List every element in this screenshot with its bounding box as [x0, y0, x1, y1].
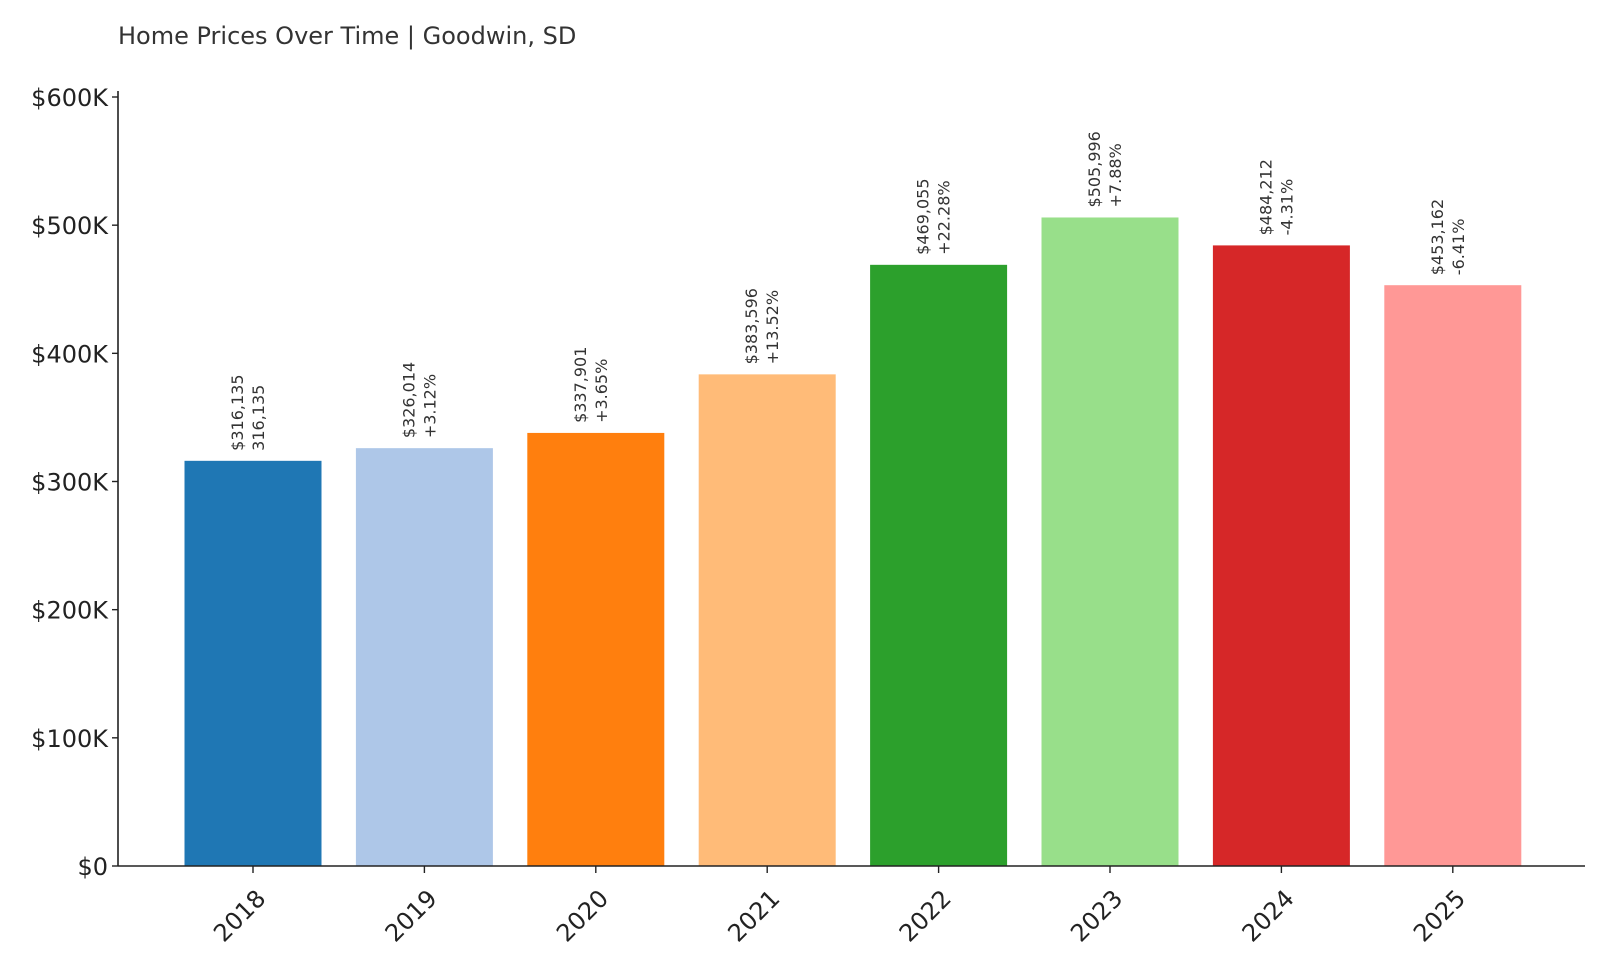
bar-2024 [1212, 245, 1350, 867]
x-tick-label: 2024 [1237, 884, 1300, 947]
data-label-value: $484,212 [1256, 159, 1275, 235]
data-labels: $316,135 316,135 $326,014 +3.12% $337,901 +3.… [228, 131, 1468, 451]
x-tick-label: 2019 [380, 884, 443, 947]
bar-2021 [698, 374, 836, 866]
data-label-change: +13.52% [763, 290, 782, 364]
data-label-change: -6.41% [1449, 219, 1468, 276]
data-label-change: 316,135 [249, 385, 268, 451]
bar-2025 [1384, 285, 1522, 866]
y-tick-label: $600K [31, 84, 109, 112]
x-tick-label: 2023 [1065, 884, 1128, 947]
bars [184, 217, 1522, 867]
data-label-value: $383,596 [742, 288, 761, 364]
data-label-change: +7.88% [1106, 143, 1125, 207]
bar-2018 [184, 460, 322, 866]
y-tick-label: $200K [31, 597, 109, 625]
x-axis: 2018 2019 2020 2021 2022 2023 2024 2025 [118, 865, 1585, 947]
bar-2022 [870, 264, 1008, 866]
x-tick-label: 2025 [1408, 884, 1471, 947]
x-tick-label: 2018 [208, 884, 271, 947]
data-label-change: -4.31% [1277, 179, 1296, 236]
y-tick-label: $0 [77, 853, 108, 881]
bar-2019 [355, 448, 493, 866]
data-label-change: +3.12% [420, 374, 439, 438]
bar-2023 [1041, 217, 1179, 866]
chart-title: Home Prices Over Time | Goodwin, SD [118, 22, 576, 50]
x-tick-label: 2020 [551, 884, 614, 947]
data-label-change: +3.65% [592, 359, 611, 423]
data-label-value: $337,901 [571, 347, 590, 423]
data-label-value: $505,996 [1085, 131, 1104, 207]
y-tick-label: $300K [31, 469, 109, 497]
y-tick-label: $100K [31, 725, 109, 753]
x-tick-label: 2022 [894, 884, 957, 947]
x-tick-label: 2021 [722, 884, 785, 947]
bar-2020 [527, 432, 665, 866]
data-label-value: $326,014 [399, 362, 418, 438]
data-label-change: +22.28% [935, 180, 954, 254]
data-label-value: $316,135 [228, 374, 247, 450]
data-label-value: $453,162 [1428, 199, 1447, 275]
data-label-value: $469,055 [914, 178, 933, 254]
y-tick-label: $500K [31, 212, 109, 240]
y-tick-label: $400K [31, 340, 109, 368]
y-axis: $0 $100K $200K $300K $400K $500K $600K [31, 84, 119, 881]
